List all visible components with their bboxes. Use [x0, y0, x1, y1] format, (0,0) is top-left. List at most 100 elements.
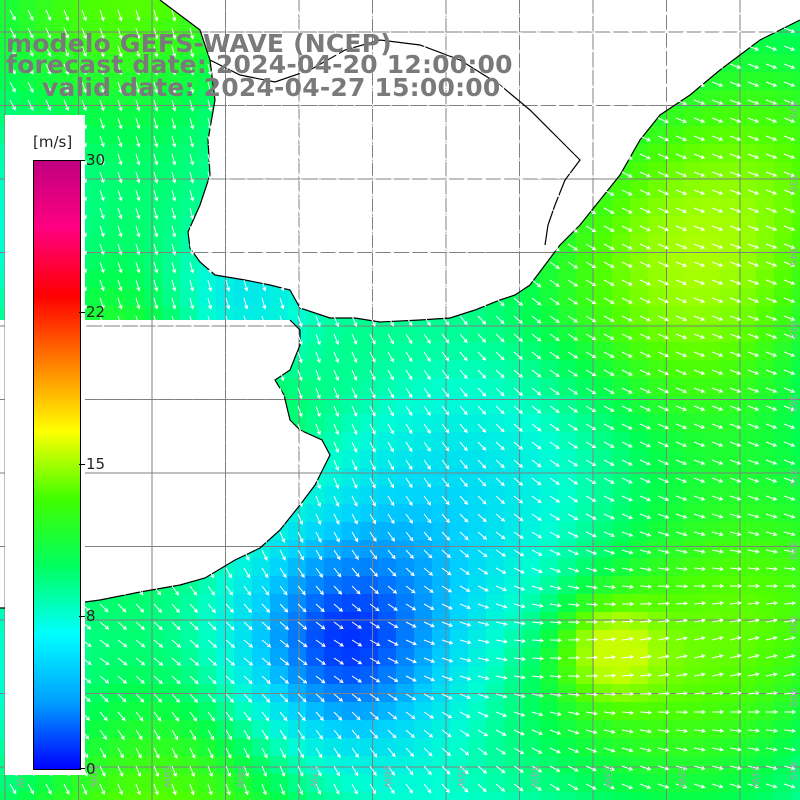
wind-arrow — [495, 45, 505, 55]
wind-arrow — [657, 261, 670, 268]
wind-arrow — [351, 351, 358, 363]
wind-speed-cell — [792, 756, 800, 775]
wind-arrow — [747, 636, 760, 641]
wind-speed-cell — [630, 666, 649, 685]
wind-arrow — [243, 639, 254, 648]
wind-speed-cell — [18, 288, 37, 307]
wind-arrow — [639, 531, 652, 537]
wind-arrow — [567, 549, 580, 556]
wind-arrow — [729, 117, 742, 123]
wind-arrow — [351, 621, 362, 629]
wind-arrow — [171, 333, 177, 346]
wind-arrow — [549, 171, 560, 180]
wind-arrow — [657, 765, 670, 771]
wind-speed-cell — [576, 234, 595, 253]
wind-arrow — [549, 81, 560, 90]
wind-arrow — [405, 225, 413, 237]
wind-arrow — [261, 189, 267, 202]
wind-arrow — [333, 405, 340, 418]
wind-speed-cell — [504, 432, 523, 451]
wind-arrow — [783, 351, 796, 357]
wind-speed-cell — [396, 396, 415, 415]
wind-speed-cell — [594, 342, 613, 361]
wind-speed-cell — [306, 774, 325, 793]
wind-arrow — [531, 225, 542, 234]
wind-arrow — [315, 117, 321, 130]
wind-speed-cell — [144, 774, 163, 793]
wind-speed-cell — [522, 738, 541, 757]
wind-arrow — [261, 405, 267, 418]
wind-arrow — [765, 747, 778, 752]
wind-speed-cell — [396, 648, 415, 667]
wind-arrow — [459, 513, 469, 523]
wind-speed-cell — [522, 306, 541, 325]
wind-speed-cell — [720, 90, 739, 109]
wind-speed-cell — [72, 36, 91, 55]
wind-arrow — [477, 81, 487, 91]
wind-speed-cell — [684, 396, 703, 415]
wind-speed-cell — [666, 792, 685, 800]
wind-arrow — [279, 711, 288, 722]
wind-speed-cell — [792, 774, 800, 793]
wind-speed-cell — [792, 36, 800, 55]
wind-arrow — [729, 99, 742, 105]
wind-arrow — [225, 63, 231, 76]
wind-arrow — [405, 477, 413, 489]
land-area — [0, 0, 800, 608]
wind-arrow — [585, 225, 597, 233]
wind-arrow — [567, 567, 580, 573]
wind-speed-cell — [684, 576, 703, 595]
wind-arrow — [423, 693, 435, 700]
wind-arrow — [459, 765, 469, 775]
wind-speed-cell — [342, 432, 361, 451]
wind-speed-cell — [702, 288, 721, 307]
wind-speed-cell — [522, 522, 541, 541]
wind-arrow — [459, 261, 468, 272]
wind-arrow — [477, 441, 487, 451]
wind-arrow — [621, 135, 633, 142]
wind-arrow — [279, 351, 285, 364]
wind-arrow — [243, 657, 254, 666]
wind-speed-cell — [90, 756, 109, 775]
wind-arrow — [297, 783, 304, 796]
wind-speed-cell — [468, 594, 487, 613]
wind-arrow — [99, 81, 105, 94]
wind-arrow — [675, 728, 688, 734]
wind-arrow — [441, 153, 450, 164]
wind-arrow — [513, 783, 524, 792]
wind-arrow — [117, 693, 127, 703]
wind-arrow — [549, 567, 562, 573]
wind-arrow — [747, 207, 760, 213]
wind-arrow — [171, 405, 177, 418]
wind-arrow — [117, 243, 123, 256]
wind-arrow — [585, 99, 597, 107]
wind-arrow — [135, 171, 141, 184]
wind-arrow — [513, 81, 524, 90]
wind-speed-cell — [126, 180, 145, 199]
wind-arrow — [135, 297, 141, 310]
wind-arrow — [135, 27, 141, 40]
wind-speed-cell — [684, 378, 703, 397]
wind-speed-cell — [612, 270, 631, 289]
wind-speed-cell — [684, 144, 703, 163]
wind-speed-cell — [558, 612, 577, 631]
wind-speed-cell — [162, 702, 181, 721]
wind-arrow — [657, 618, 670, 623]
wind-arrow — [621, 636, 634, 642]
wind-arrow — [135, 369, 141, 382]
wind-arrow — [279, 135, 285, 148]
wind-arrow — [675, 441, 688, 447]
wind-arrow — [189, 135, 195, 148]
wind-speed-cell — [558, 378, 577, 397]
wind-arrow — [369, 81, 376, 93]
wind-speed-cell — [792, 666, 800, 685]
wind-speed-cell — [648, 756, 667, 775]
wind-arrow — [189, 549, 196, 561]
wind-arrow — [279, 171, 285, 184]
wind-arrow — [513, 9, 524, 18]
wind-arrow — [189, 243, 195, 256]
wind-speed-cell — [774, 54, 793, 73]
wind-arrow — [279, 603, 289, 613]
wind-arrow — [369, 693, 380, 702]
